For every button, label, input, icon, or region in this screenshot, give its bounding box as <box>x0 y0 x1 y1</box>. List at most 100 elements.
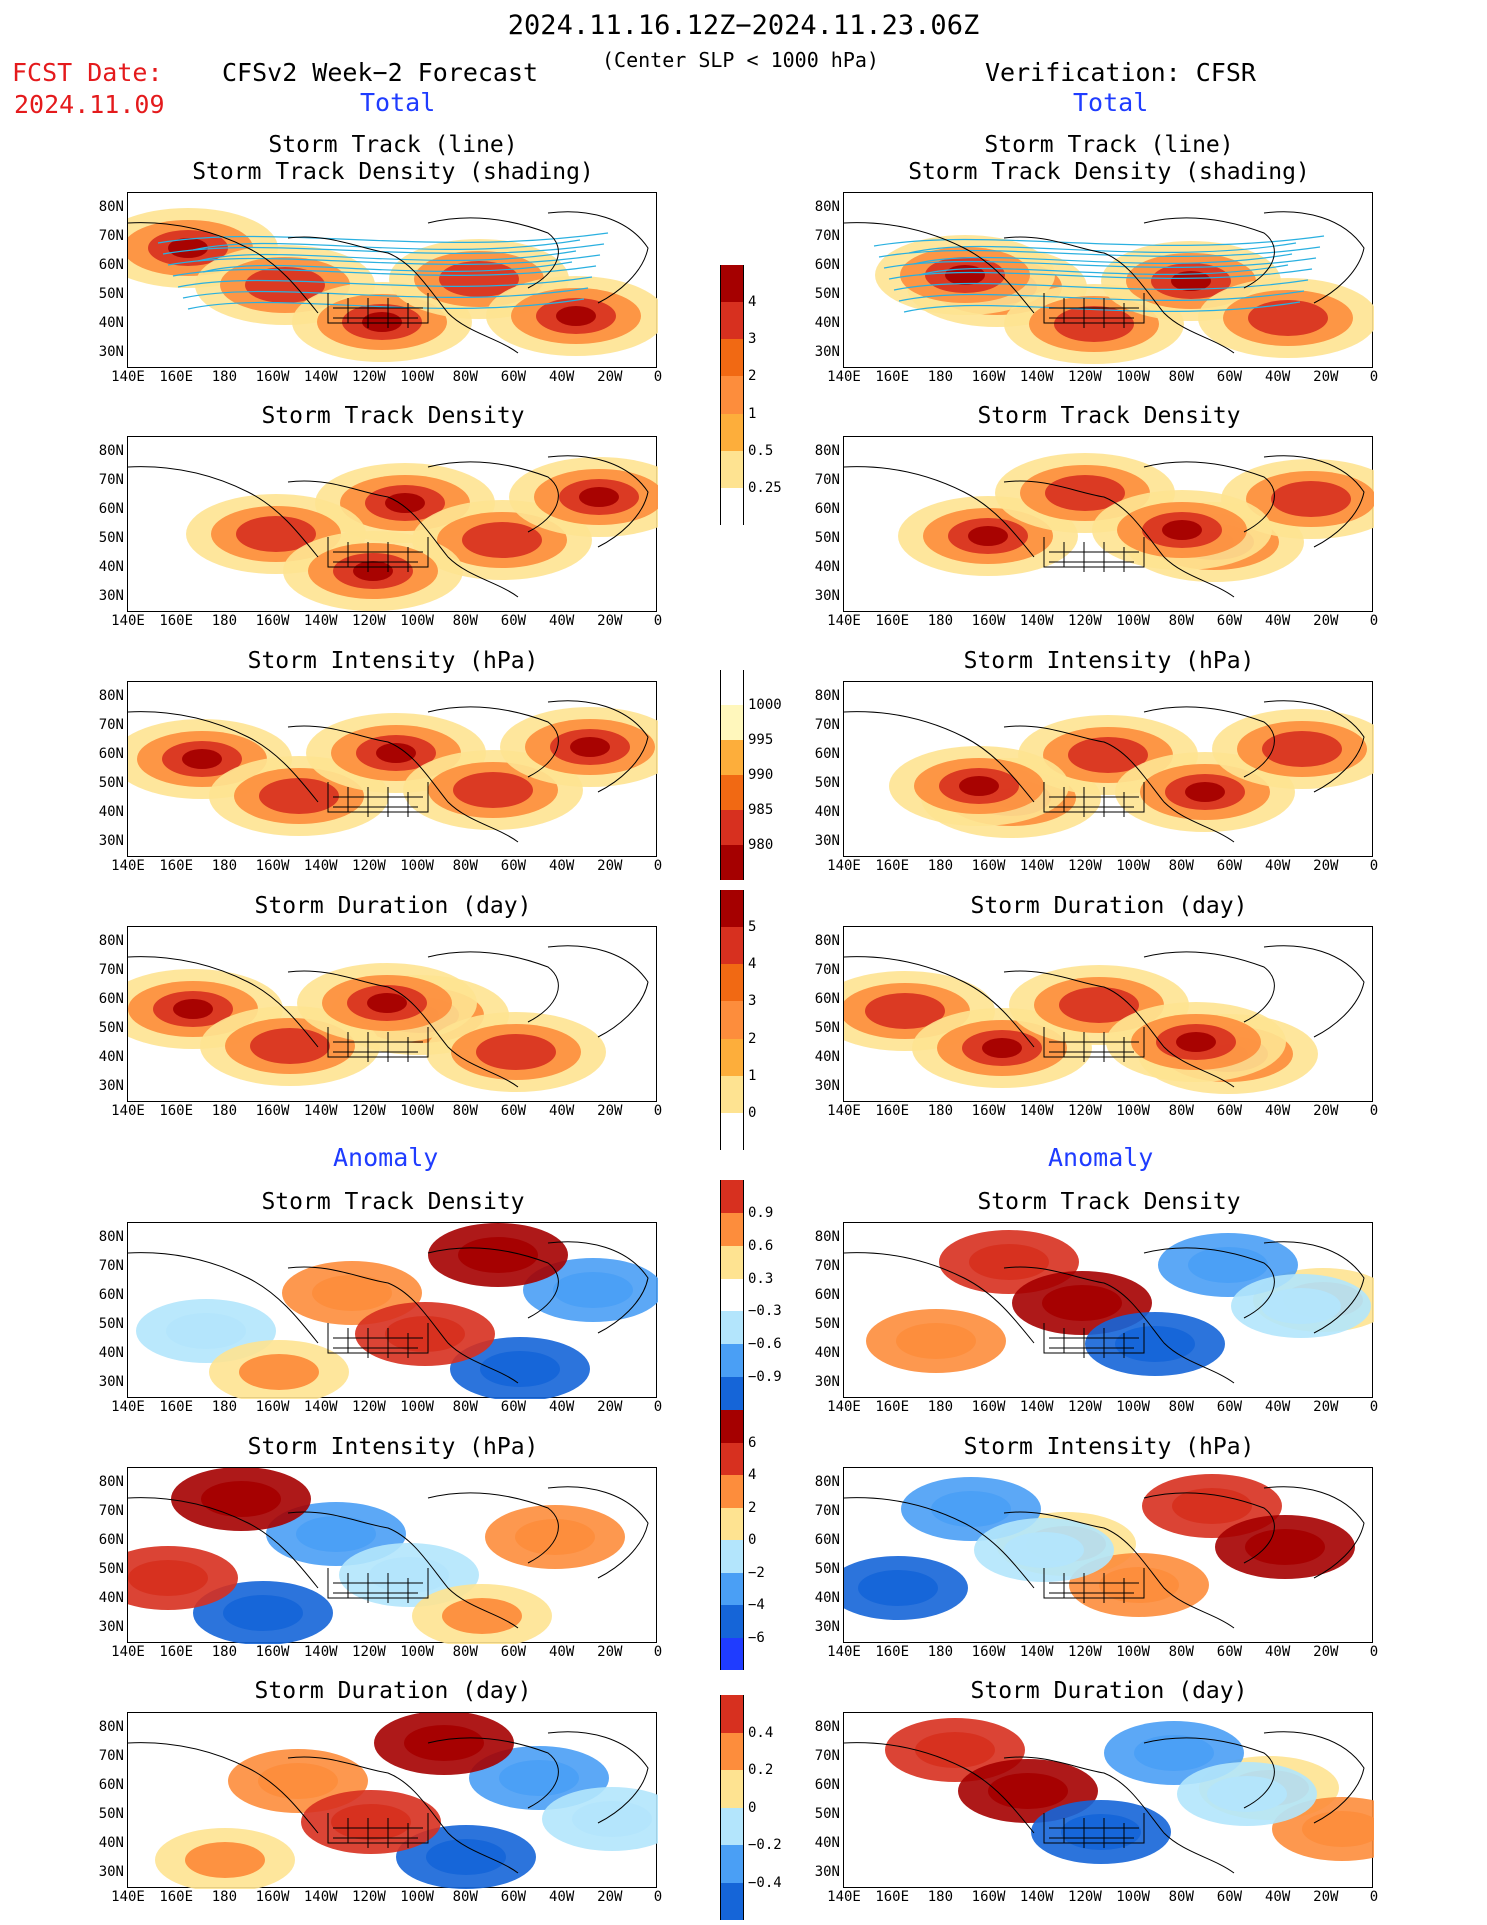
colorbar-label: 0.6 <box>748 1237 774 1254</box>
longitude-label: 20W <box>597 1399 623 1415</box>
longitude-label: 60W <box>500 1399 527 1415</box>
longitude-label: 180 <box>927 613 954 629</box>
storm-track-line <box>918 264 1289 276</box>
longitude-label: 0 <box>1369 1399 1379 1415</box>
coastline <box>547 945 649 1038</box>
longitude-label: 180 <box>211 1399 238 1415</box>
shaded-region <box>201 1481 281 1517</box>
latitude-label: 80N <box>814 1474 840 1490</box>
colorbar-segment <box>720 1882 744 1920</box>
longitude-label: 60W <box>1216 1889 1243 1905</box>
colorbar-label: 980 <box>748 837 774 853</box>
storm-track-line <box>157 232 609 244</box>
shaded-region <box>453 772 533 808</box>
coastline <box>1003 970 1235 1088</box>
longitude-label: 160W <box>255 1644 290 1660</box>
coastline <box>128 956 319 1048</box>
shaded-region <box>570 737 610 757</box>
longitude-label: 20W <box>597 1644 623 1660</box>
longitude-label: 120W <box>352 1889 386 1905</box>
colorbar-label: 990 <box>748 767 774 783</box>
shaded-region <box>458 1237 538 1273</box>
latitude-label: 80N <box>98 199 124 215</box>
coastline <box>327 293 429 324</box>
coastline <box>1263 1241 1365 1334</box>
latitude-label: 70N <box>98 962 124 978</box>
colorbar-segment <box>720 845 744 880</box>
longitude-label: 80W <box>1168 1399 1194 1415</box>
coastline <box>347 542 409 572</box>
coastline <box>327 537 429 568</box>
latitude-label: 30N <box>98 344 124 360</box>
slp-condition: (Center SLP < 1000 hPa) <box>602 48 879 72</box>
longitude-label: 0 <box>1369 858 1379 874</box>
shaded-region <box>426 1839 506 1875</box>
shaded-region <box>865 993 945 1029</box>
longitude-label: 80W <box>1168 1103 1194 1119</box>
density-total-colorbar: 4 3 2 1 0.5 0.25 <box>720 265 782 525</box>
longitude-label: 140W <box>1019 1103 1054 1119</box>
coastline <box>844 222 1035 314</box>
latitude-label: 30N <box>814 1374 840 1390</box>
colorbar-label: 1 <box>748 1067 757 1084</box>
latitude-label: 50N <box>98 286 124 302</box>
longitude-label: 100W <box>1116 369 1150 385</box>
latitude-label: 40N <box>98 315 124 331</box>
coastline <box>1143 461 1275 533</box>
longitude-label: 180 <box>927 1399 954 1415</box>
colorbar-segment <box>720 339 744 377</box>
longitude-label: 20W <box>1313 1103 1339 1119</box>
latitude-label: 50N <box>814 286 840 302</box>
longitude-label: 140W <box>303 1644 338 1660</box>
colorbar-label: 995 <box>748 732 774 748</box>
shaded-region <box>1171 271 1211 291</box>
map-canvas <box>844 453 1374 598</box>
forecast-total-label: Total <box>360 88 436 117</box>
longitude-label: 120W <box>352 1644 386 1660</box>
longitude-label: 40W <box>1264 858 1291 874</box>
shaded-region <box>1176 1032 1216 1052</box>
latitude-label: 40N <box>98 559 124 575</box>
longitude-label: 140E <box>827 369 861 385</box>
latitude-label: 50N <box>814 1020 840 1036</box>
longitude-label: 140E <box>111 369 145 385</box>
latitude-label: 30N <box>814 1078 840 1094</box>
colorbar-label: −0.6 <box>748 1336 782 1353</box>
coastline <box>1063 1328 1125 1358</box>
duration-anomaly-colorbar: 0.4 0.2 0 −0.2 −0.4 <box>720 1695 782 1920</box>
latitude-label: 60N <box>98 1532 124 1548</box>
longitude-label: 160E <box>159 1103 194 1119</box>
coastline <box>844 1497 1035 1589</box>
colorbar-label: −2 <box>748 1564 765 1581</box>
shaded-region <box>572 1801 652 1837</box>
colorbar-segment <box>720 1442 744 1475</box>
colorbar-label: 2 <box>748 368 757 385</box>
colorbar-label: 0.9 <box>748 1204 774 1221</box>
latitude-label: 30N <box>814 588 840 604</box>
coastline <box>128 466 319 558</box>
longitude-label: 180 <box>211 1644 238 1660</box>
longitude-label: 40W <box>548 369 575 385</box>
longitude-label: 20W <box>1313 1644 1339 1660</box>
verification-title: Verification: CFSR <box>985 58 1256 87</box>
longitude-label: 100W <box>1116 1103 1150 1119</box>
longitude-label: 140E <box>827 1103 861 1119</box>
longitude-label: 0 <box>1369 1889 1379 1905</box>
coastline <box>427 1737 559 1809</box>
latitude-label: 70N <box>98 1748 124 1764</box>
coastline <box>333 551 423 563</box>
latitude-label: 80N <box>98 1474 124 1490</box>
latitude-label: 80N <box>814 1229 840 1245</box>
longitude-label: 140W <box>1019 369 1054 385</box>
longitude-label: 80W <box>1168 858 1194 874</box>
coastline <box>333 1827 423 1839</box>
coastline <box>1063 1032 1125 1062</box>
shaded-region <box>182 749 222 769</box>
latitude-label: 70N <box>814 717 840 733</box>
latitude-label: 50N <box>814 1561 840 1577</box>
coastline <box>333 1582 423 1594</box>
longitude-label: 140W <box>303 1889 338 1905</box>
coastline <box>287 970 519 1088</box>
verification-anomaly-label: Anomaly <box>1048 1143 1154 1172</box>
latitude-label: 60N <box>814 501 840 517</box>
